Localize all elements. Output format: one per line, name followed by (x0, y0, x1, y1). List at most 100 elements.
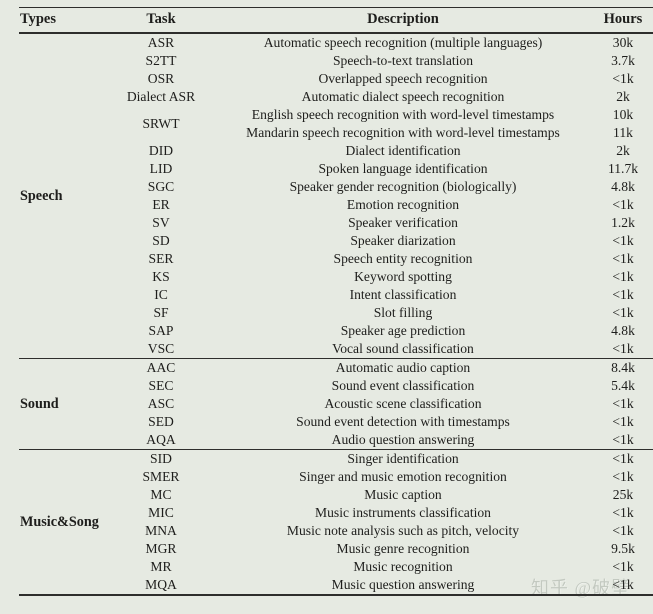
task-cell: S2TT (145, 53, 177, 68)
hours-cell: 2k (616, 89, 630, 104)
description-cell: Sound event classification (331, 378, 475, 393)
hours-cell: <1k (612, 341, 634, 356)
hours-cell: 10k (612, 107, 634, 122)
task-cell: SF (153, 305, 169, 320)
table-row: Music&Song SID Singer identification <1k (19, 450, 653, 530)
table-row: Mandarin speech recognition with word-le… (19, 124, 653, 142)
table-row: KS Keyword spotting <1k (19, 268, 653, 286)
task-cell: DID (148, 143, 174, 158)
table-row: SRWT English speech recognition with word… (19, 106, 653, 131)
description-cell: Vocal sound classification (332, 341, 474, 356)
description-cell: Music instruments classification (315, 505, 491, 520)
table-row: SGC Speaker gender recognition (biologica… (19, 178, 653, 196)
section-music-song: Music&Song SID Singer identification <1k SME… (19, 450, 653, 596)
table-row: Dialect ASR Automatic dialect speech reco… (19, 88, 653, 106)
task-cell: IC (154, 287, 168, 302)
task-cell: SMER (142, 469, 180, 484)
task-cell: SRWT (142, 116, 180, 131)
description-cell: Speaker age prediction (340, 323, 466, 338)
table-row: SAP Speaker age prediction 4.8k (19, 322, 653, 340)
description-cell: Speaker diarization (350, 233, 456, 248)
hours-cell: <1k (612, 396, 634, 411)
hours-cell: 3.7k (611, 53, 635, 68)
table-row: OSR Overlapped speech recognition <1k (19, 70, 653, 88)
hours-cell: 25k (612, 487, 634, 502)
description-cell: Speaker verification (348, 215, 458, 230)
header-row: Types Task Description Hours (19, 7, 653, 34)
description-cell: Music question answering (331, 577, 475, 592)
task-cell: AAC (146, 360, 176, 375)
table-row: S2TT Speech-to-text translation 3.7k (19, 52, 653, 70)
table-row: MC Music caption 25k (19, 486, 653, 504)
task-cell: MGR (145, 541, 177, 556)
description-cell: Singer and music emotion recognition (299, 469, 507, 484)
column-header-types: Types (19, 7, 109, 34)
hours-cell: <1k (612, 251, 634, 266)
description-cell: Spoken language identification (318, 161, 488, 176)
description-cell: Intent classification (349, 287, 457, 302)
hours-cell: <1k (612, 577, 634, 592)
description-cell: Keyword spotting (354, 269, 452, 284)
table-header: Types Task Description Hours (19, 7, 653, 34)
hours-cell: 4.8k (611, 323, 635, 338)
description-cell: Automatic dialect speech recognition (301, 89, 505, 104)
hours-cell: 2k (616, 143, 630, 158)
column-header-task: Task (109, 7, 213, 34)
task-cell: AQA (146, 432, 176, 447)
task-cell: OSR (147, 71, 175, 86)
table-row: MNA Music note analysis such as pitch, ve… (19, 522, 653, 540)
task-cell: SV (152, 215, 170, 230)
table-row: Speech ASR Automatic speech recognition (m… (19, 33, 653, 204)
description-cell: Automatic audio caption (335, 360, 471, 375)
hours-cell: <1k (612, 414, 634, 429)
description-cell: Music note analysis such as pitch, veloc… (286, 523, 520, 538)
task-cell: LID (149, 161, 173, 176)
table-row: DID Dialect identification 2k (19, 142, 653, 160)
type-cell: Sound (20, 396, 59, 412)
table-row: SER Speech entity recognition <1k (19, 250, 653, 268)
task-cell: SED (148, 414, 174, 429)
table-row: MQA Music question answering <1k (19, 576, 653, 595)
description-cell: Music recognition (353, 559, 453, 574)
description-cell: Singer identification (347, 451, 459, 466)
hours-cell: 11k (613, 125, 633, 140)
task-cell: VSC (147, 341, 175, 356)
table-row: SF Slot filling <1k (19, 304, 653, 322)
task-cell: Dialect ASR (126, 89, 196, 104)
description-cell: Sound event detection with timestamps (296, 414, 510, 429)
table-row: MGR Music genre recognition 9.5k (19, 540, 653, 558)
task-cell: MQA (145, 577, 177, 592)
table-row: SEC Sound event classification 5.4k (19, 377, 653, 395)
hours-cell: 8.4k (611, 360, 635, 375)
description-cell: Automatic speech recognition (multiple l… (263, 35, 543, 50)
type-cell: Music&Song (20, 514, 99, 530)
hours-cell: 30k (612, 35, 634, 50)
description-cell: Overlapped speech recognition (318, 71, 488, 86)
description-cell: Mandarin speech recognition with word-le… (246, 125, 560, 140)
description-cell: Speaker gender recognition (biologically… (289, 179, 517, 194)
hours-cell: <1k (612, 233, 634, 248)
hours-cell: <1k (612, 432, 634, 447)
description-cell: Speech-to-text translation (332, 53, 474, 68)
table-row: SV Speaker verification 1.2k (19, 214, 653, 232)
task-cell: SAP (148, 323, 174, 338)
section-speech: Speech ASR Automatic speech recognition (m… (19, 33, 653, 359)
task-cell: SER (148, 251, 174, 266)
hours-cell: 4.8k (611, 179, 635, 194)
table-row: Sound AAC Automatic audio caption 8.4k (19, 359, 653, 412)
description-cell: Emotion recognition (346, 197, 460, 212)
description-cell: English speech recognition with word-lev… (251, 107, 555, 122)
task-cell: MC (150, 487, 172, 502)
type-cell: Speech (20, 188, 63, 204)
task-cell: ASR (147, 35, 175, 50)
task-cell: MR (150, 559, 172, 574)
description-cell: Speech entity recognition (333, 251, 473, 266)
table-row: LID Spoken language identification 11.7k (19, 160, 653, 178)
hours-cell: <1k (612, 559, 634, 574)
task-cell: ASC (147, 396, 175, 411)
table-row: ASC Acoustic scene classification <1k (19, 395, 653, 413)
description-cell: Dialect identification (345, 143, 461, 158)
table-row: IC Intent classification <1k (19, 286, 653, 304)
description-cell: Music caption (364, 487, 442, 502)
